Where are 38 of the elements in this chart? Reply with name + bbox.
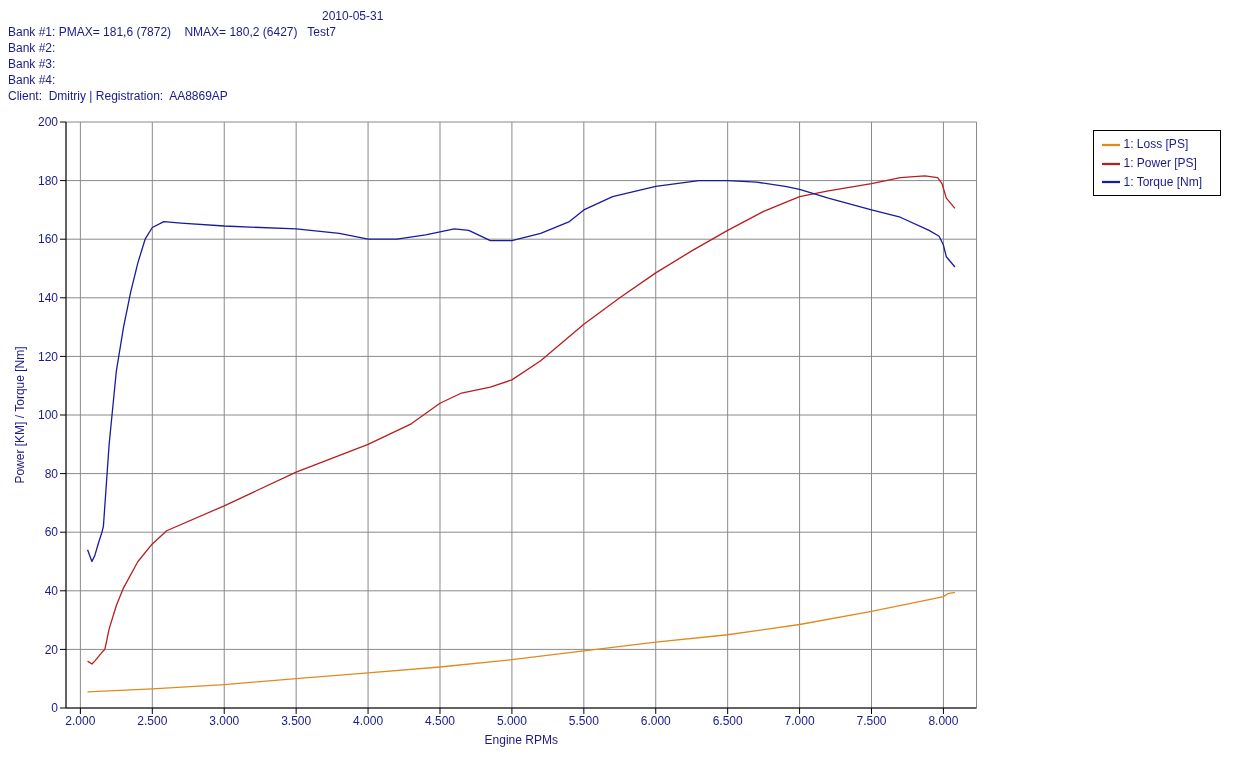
x-tick-label: 7.500: [856, 713, 887, 728]
legend-label: 1: Loss [PS]: [1123, 137, 1189, 151]
y-tick-label: 140: [37, 291, 59, 306]
x-tick-label: 3.000: [209, 713, 240, 728]
y-axis-title: Power [KM] / Torque [Nm]: [13, 346, 28, 484]
line-series: [86, 591, 956, 693]
text: Bank #2:: [8, 40, 57, 56]
x-tick-label: 6.500: [712, 713, 744, 728]
y-tick-label: 20: [44, 642, 59, 657]
x-tick-label: 2.500: [137, 713, 168, 728]
y-tick-label: 200: [37, 115, 59, 130]
x-tick-label: 2.000: [65, 713, 96, 728]
y-tick-label: 100: [37, 408, 59, 423]
text: 2010-05-31: [321, 8, 384, 24]
text: Bank #4:: [8, 72, 57, 88]
line-series: [86, 179, 956, 563]
y-tick-label: 40: [44, 584, 59, 599]
text: Bank #1: PMAX= 181,6 (7872) NMAX= 180,2 (6427) Test7: [8, 24, 337, 40]
line-series: [86, 175, 956, 665]
text: Client: Dmitriy | Registration: AA8869AP: [8, 88, 229, 104]
x-tick-label: 7.000: [784, 713, 815, 728]
y-tick-label: 120: [37, 349, 59, 364]
x-tick-label: 8.000: [928, 713, 959, 728]
legend-label: 1: Torque [Nm]: [1123, 174, 1202, 189]
y-tick-label: 80: [44, 466, 59, 481]
x-tick-label: 6.000: [640, 713, 672, 728]
x-tick-label: 3.500: [281, 713, 312, 728]
x-axis-title: Engine RPMs: [484, 733, 558, 747]
x-tick-label: 5.500: [568, 713, 600, 728]
y-tick-label: 0: [51, 701, 59, 716]
x-tick-label: 5.000: [496, 713, 528, 728]
legend-label: 1: Power [PS]: [1123, 155, 1197, 170]
x-tick-label: 4.500: [424, 713, 456, 728]
y-tick-label: 60: [44, 525, 59, 540]
y-tick-label: 160: [37, 232, 59, 247]
y-tick-label: 180: [37, 173, 59, 188]
x-tick-label: 4.000: [353, 713, 384, 728]
text: Bank #3:: [8, 56, 57, 72]
